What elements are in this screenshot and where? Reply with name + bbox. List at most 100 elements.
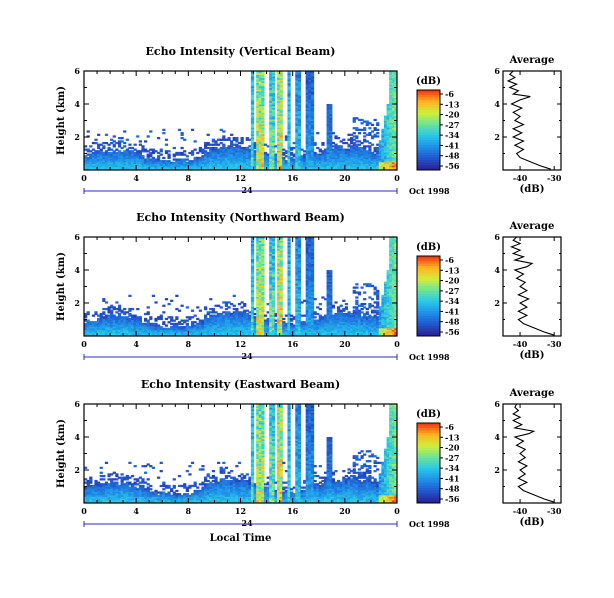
- heatmap-cell: [261, 327, 265, 330]
- heatmap-cell: [149, 166, 153, 169]
- heatmap-cell: [350, 334, 354, 336]
- heatmap-cell: [342, 326, 346, 329]
- heatmap-cell: [287, 151, 291, 155]
- heatmap-cell: [352, 155, 356, 158]
- heatmap-cell: [297, 251, 302, 255]
- heatmap-cell: [193, 161, 197, 164]
- heatmap-cell: [334, 321, 338, 324]
- heatmap-cell: [331, 319, 335, 322]
- heatmap-cell: [310, 108, 315, 112]
- heatmap-cell: [240, 148, 244, 151]
- heatmap-cell: [316, 165, 320, 168]
- heatmap-cell: [305, 270, 309, 273]
- heatmap-cell: [201, 148, 205, 151]
- heatmap-cell: [269, 274, 273, 278]
- heatmap-cell: [269, 296, 273, 299]
- heatmap-cell: [337, 327, 341, 330]
- heatmap-cell: [295, 138, 299, 141]
- heatmap-cell: [203, 145, 208, 148]
- heatmap-cell: [269, 74, 273, 77]
- heatmap-cell: [203, 326, 208, 329]
- heatmap-cell: [243, 332, 247, 335]
- heatmap-cell: [337, 150, 341, 153]
- heatmap-cell: [277, 268, 281, 271]
- heatmap-cell: [360, 146, 364, 150]
- heatmap-cell: [277, 137, 281, 140]
- heatmap-cell: [279, 102, 283, 105]
- heatmap-cell: [303, 322, 307, 326]
- heatmap-cell: [198, 156, 202, 160]
- heatmap-cell: [279, 307, 283, 311]
- heatmap-cell: [352, 118, 356, 122]
- heatmap-cell: [383, 140, 388, 143]
- heatmap-cell: [146, 327, 150, 330]
- heatmap-cell: [329, 296, 333, 299]
- heatmap-cell: [323, 321, 328, 324]
- heatmap-cell: [94, 138, 98, 141]
- heatmap-cell: [326, 137, 330, 140]
- heatmap-cell: [310, 150, 315, 153]
- heatmap-cell: [394, 143, 397, 146]
- heatmap-cell: [297, 253, 302, 256]
- heatmap-cell: [222, 145, 226, 148]
- heatmap-cell: [334, 148, 338, 151]
- heatmap-cell: [141, 156, 145, 160]
- heatmap-cell: [258, 256, 262, 260]
- heatmap-cell: [250, 304, 255, 307]
- heatmap-cell: [224, 146, 229, 150]
- colorbar-segment: [417, 152, 440, 156]
- heatmap-cell: [352, 322, 356, 326]
- heatmap-cell: [136, 316, 140, 319]
- heatmap-cell: [279, 141, 283, 145]
- heatmap-cell: [253, 161, 257, 164]
- heatmap-cell: [334, 329, 338, 332]
- heatmap-cell: [394, 94, 397, 97]
- heatmap-cell: [94, 322, 98, 326]
- heatmap-cell: [271, 132, 276, 135]
- heatmap-cell: [154, 161, 158, 164]
- heatmap-cell: [261, 316, 265, 319]
- heatmap-cell: [391, 123, 395, 127]
- heatmap-cell: [381, 133, 385, 136]
- heatmap-cell: [295, 160, 299, 163]
- heatmap-cell: [128, 322, 132, 326]
- heatmap-cell: [271, 250, 276, 253]
- profile-line: [506, 70, 551, 170]
- heatmap-cell: [337, 151, 341, 155]
- heatmap: [84, 237, 397, 336]
- heatmap-cell: [279, 77, 283, 80]
- heatmap-cell: [318, 153, 322, 156]
- heatmap-cell: [237, 150, 242, 153]
- heatmap-cell: [310, 304, 315, 307]
- heatmap-cell: [151, 326, 156, 329]
- heatmap-cell: [227, 137, 231, 140]
- heatmap-cell: [230, 327, 234, 330]
- heatmap-cell: [391, 122, 395, 125]
- colorbar-segment: [417, 132, 440, 136]
- heatmap-cell: [344, 314, 349, 317]
- heatmap-cell: [250, 279, 255, 283]
- heatmap-cell: [214, 166, 218, 169]
- heatmap-cell: [170, 331, 174, 334]
- heatmap-cell: [256, 97, 260, 100]
- heatmap-cell: [295, 263, 299, 266]
- heatmap-cell: [193, 334, 197, 336]
- heatmap-cell: [130, 327, 135, 330]
- heatmap-cell: [143, 168, 148, 170]
- heatmap-cell: [107, 165, 111, 168]
- heatmap-cell: [279, 148, 283, 151]
- heatmap-cell: [365, 311, 369, 314]
- heatmap-cell: [258, 311, 262, 314]
- heatmap-cell: [125, 165, 129, 168]
- heatmap-cell: [107, 316, 111, 319]
- heatmap-cell: [269, 92, 273, 95]
- heatmap-cell: [203, 329, 208, 332]
- heatmap-cell: [350, 331, 354, 334]
- colorbar-label: (dB): [416, 76, 441, 87]
- heatmap-cell: [295, 143, 299, 146]
- heatmap-cell: [237, 316, 242, 319]
- heatmap-cell: [383, 145, 388, 148]
- heatmap-cell: [180, 332, 184, 335]
- heatmap-cell: [360, 155, 364, 158]
- heatmap-cell: [305, 296, 309, 299]
